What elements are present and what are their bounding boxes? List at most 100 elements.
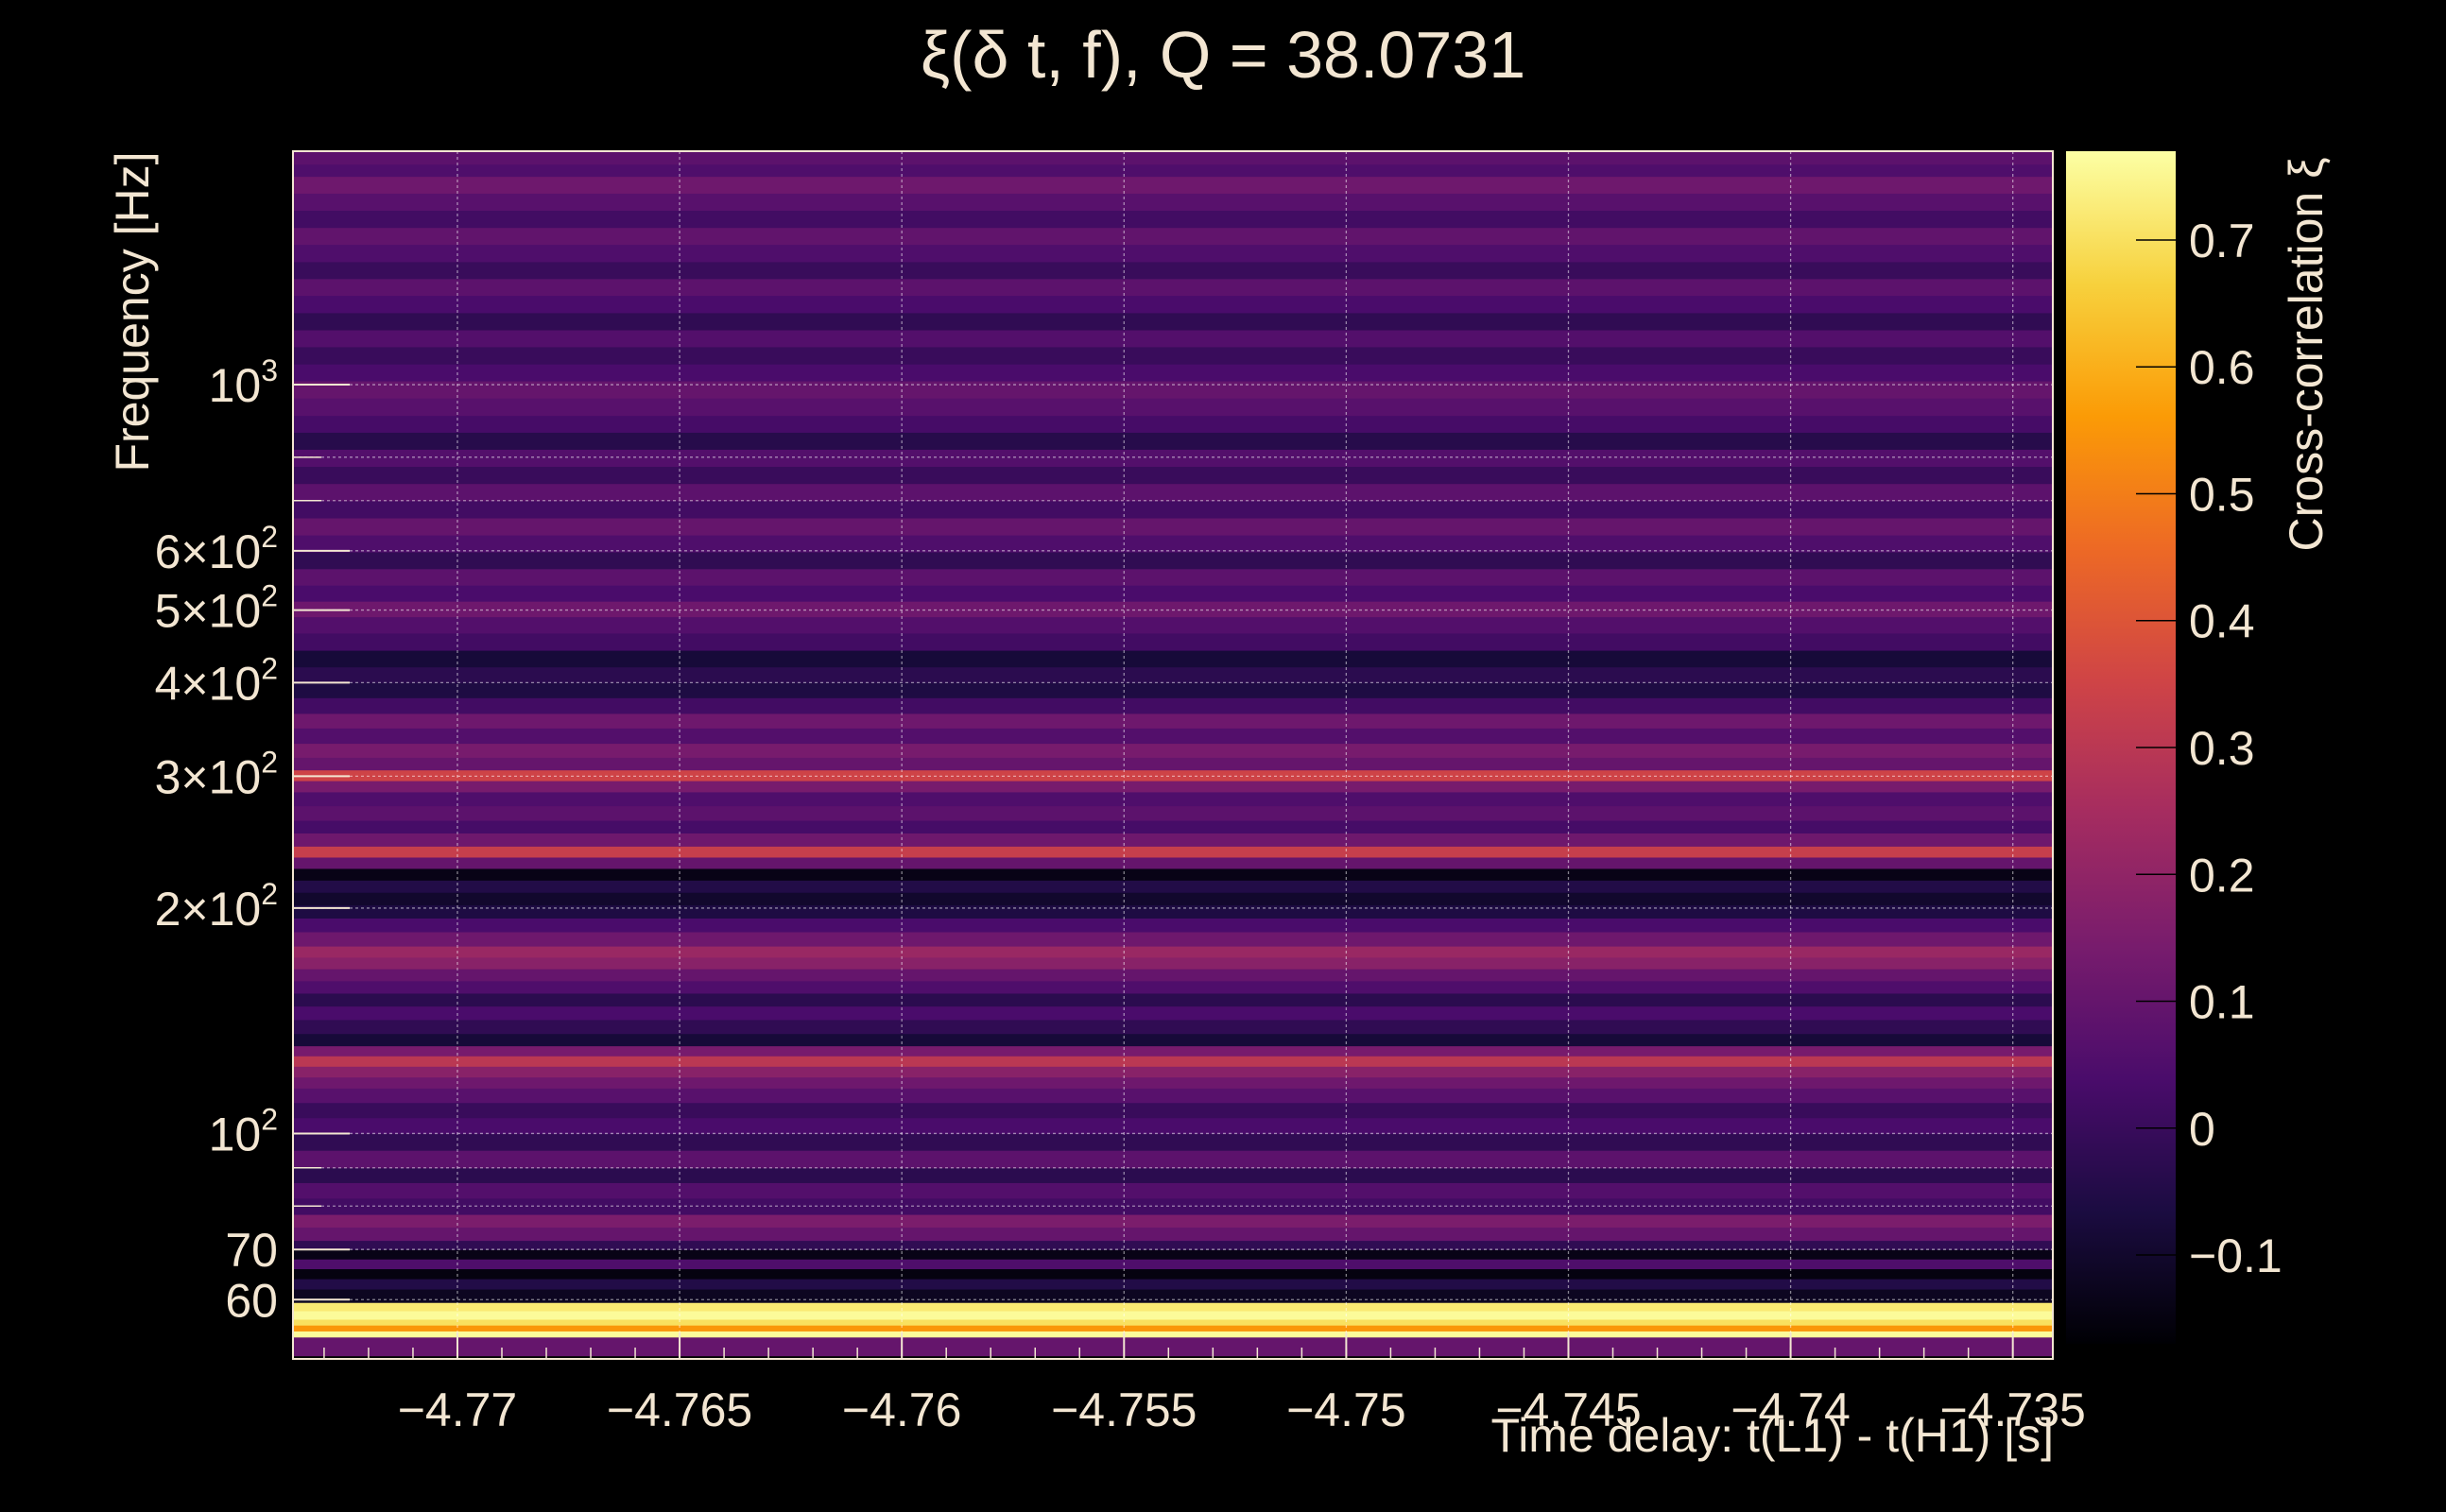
heatmap-row [293, 398, 2053, 417]
x-tick-label: −4.755 [1051, 1383, 1197, 1436]
heatmap-row [293, 892, 2053, 906]
x-tick-label: −4.745 [1495, 1383, 1641, 1436]
heatmap-row [293, 415, 2053, 433]
heatmap-row [293, 856, 2053, 869]
colorbar-tick-label: 0 [2189, 1103, 2215, 1156]
y-tick-label: 2×102 [155, 877, 278, 936]
heatmap-row [293, 682, 2053, 698]
heatmap-row [293, 1227, 2053, 1242]
heatmap-row [293, 992, 2053, 1007]
heatmap-row [293, 1033, 2053, 1047]
heatmap-row [293, 244, 2053, 263]
heatmap-row [293, 210, 2053, 229]
heatmap-row [293, 1005, 2053, 1021]
heatmap-row [293, 1076, 2053, 1089]
heatmap-row [293, 449, 2053, 468]
heatmap-row [293, 278, 2053, 297]
x-tick-label: −4.75 [1286, 1383, 1406, 1436]
heatmap-row [293, 650, 2053, 668]
heatmap-row [293, 1088, 2053, 1104]
heatmap-row [293, 380, 2053, 399]
heatmap-row [293, 1213, 2053, 1228]
heatmap-row [293, 1117, 2053, 1135]
heatmap-row [293, 1288, 2053, 1303]
heatmap-row [293, 1150, 2053, 1169]
y-tick-label: 6×102 [155, 520, 278, 578]
heatmap-row [293, 918, 2053, 933]
heatmap-row [293, 780, 2053, 793]
heatmap-row [293, 601, 2053, 618]
heatmap-cells [293, 151, 2053, 1357]
x-tick-label: −4.77 [398, 1383, 518, 1436]
y-tick-label: 3×102 [155, 745, 278, 803]
heatmap-row [293, 151, 2053, 165]
chart-title: ξ(δ t, f), Q = 38.0731 [920, 18, 1526, 92]
heatmap-row [293, 163, 2053, 178]
heatmap-row [293, 1249, 2053, 1260]
colorbar-tick-label: 0.1 [2189, 976, 2255, 1029]
heatmap-row [293, 551, 2053, 570]
heatmap-row [293, 1182, 2053, 1199]
heatmap-row [293, 295, 2053, 314]
x-axis-label: Time delay: t(L1) - t(H1) [s] [1490, 1409, 2054, 1462]
heatmap-row [293, 980, 2053, 994]
heatmap-row [293, 535, 2053, 553]
y-axis-label: Frequency [Hz] [106, 151, 159, 472]
heatmap-row [293, 791, 2053, 807]
heatmap-row [293, 1279, 2053, 1290]
heatmap-row [293, 1133, 2053, 1151]
heatmap-row [293, 956, 2053, 970]
heatmap-row [293, 805, 2053, 821]
heatmap-row [293, 868, 2053, 881]
heatmap-row [293, 880, 2053, 893]
heatmap-row [293, 176, 2053, 194]
heatmap-row [293, 1240, 2053, 1250]
heatmap-row [293, 728, 2053, 745]
heatmap-row [293, 312, 2053, 331]
colorbar-tick-label: 0.2 [2189, 849, 2255, 902]
heatmap-row [293, 769, 2053, 782]
x-tick-label: −4.76 [842, 1383, 962, 1436]
heatmap-row [293, 1302, 2053, 1312]
heatmap-row [293, 517, 2053, 536]
heatmap-row [293, 1019, 2053, 1035]
heatmap-row [293, 483, 2053, 502]
heatmap-row [293, 904, 2053, 919]
heatmap-row [293, 346, 2053, 365]
heatmap-row [293, 1167, 2053, 1183]
heatmap-row [293, 1102, 2053, 1119]
y-tick-label: 70 [225, 1224, 278, 1277]
heatmap-row [293, 1066, 2053, 1078]
colorbar-tick-label: 0.3 [2189, 722, 2255, 775]
heatmap-row [293, 1331, 2053, 1338]
heatmap-row [293, 364, 2053, 382]
heatmap-row [293, 697, 2053, 714]
heatmap-row [293, 568, 2053, 586]
x-axis: −4.77 −4.765 −4.76 −4.755 −4.75 −4.745 −4.74 −4… [323, 1332, 2086, 1436]
y-tick-label: 5×102 [155, 579, 278, 638]
y-tick-label: 4×102 [155, 651, 278, 710]
heatmap-row [293, 846, 2053, 858]
heatmap-row [293, 1336, 2053, 1357]
heatmap-row [293, 466, 2053, 485]
heatmap-row [293, 1310, 2053, 1320]
heatmap-row [293, 1325, 2053, 1332]
heatmap-row [293, 329, 2053, 348]
heatmap-row [293, 616, 2053, 634]
x-tick-label: −4.74 [1731, 1383, 1851, 1436]
heatmap-row [293, 632, 2053, 651]
plot-frame [292, 150, 2054, 1360]
y-tick-label: 103 [209, 353, 278, 412]
x-tick-label: −4.735 [1940, 1383, 2086, 1436]
x-tick-label: −4.765 [607, 1383, 752, 1436]
y-tick-label: 102 [209, 1102, 278, 1160]
heatmap-row [293, 743, 2053, 758]
heatmap-row [293, 1268, 2053, 1280]
colorbar-tick-label: −0.1 [2189, 1229, 2282, 1282]
heatmap-row [293, 969, 2053, 982]
colorbar-tick-label: 0.5 [2189, 468, 2255, 521]
heatmap-row [293, 500, 2053, 519]
